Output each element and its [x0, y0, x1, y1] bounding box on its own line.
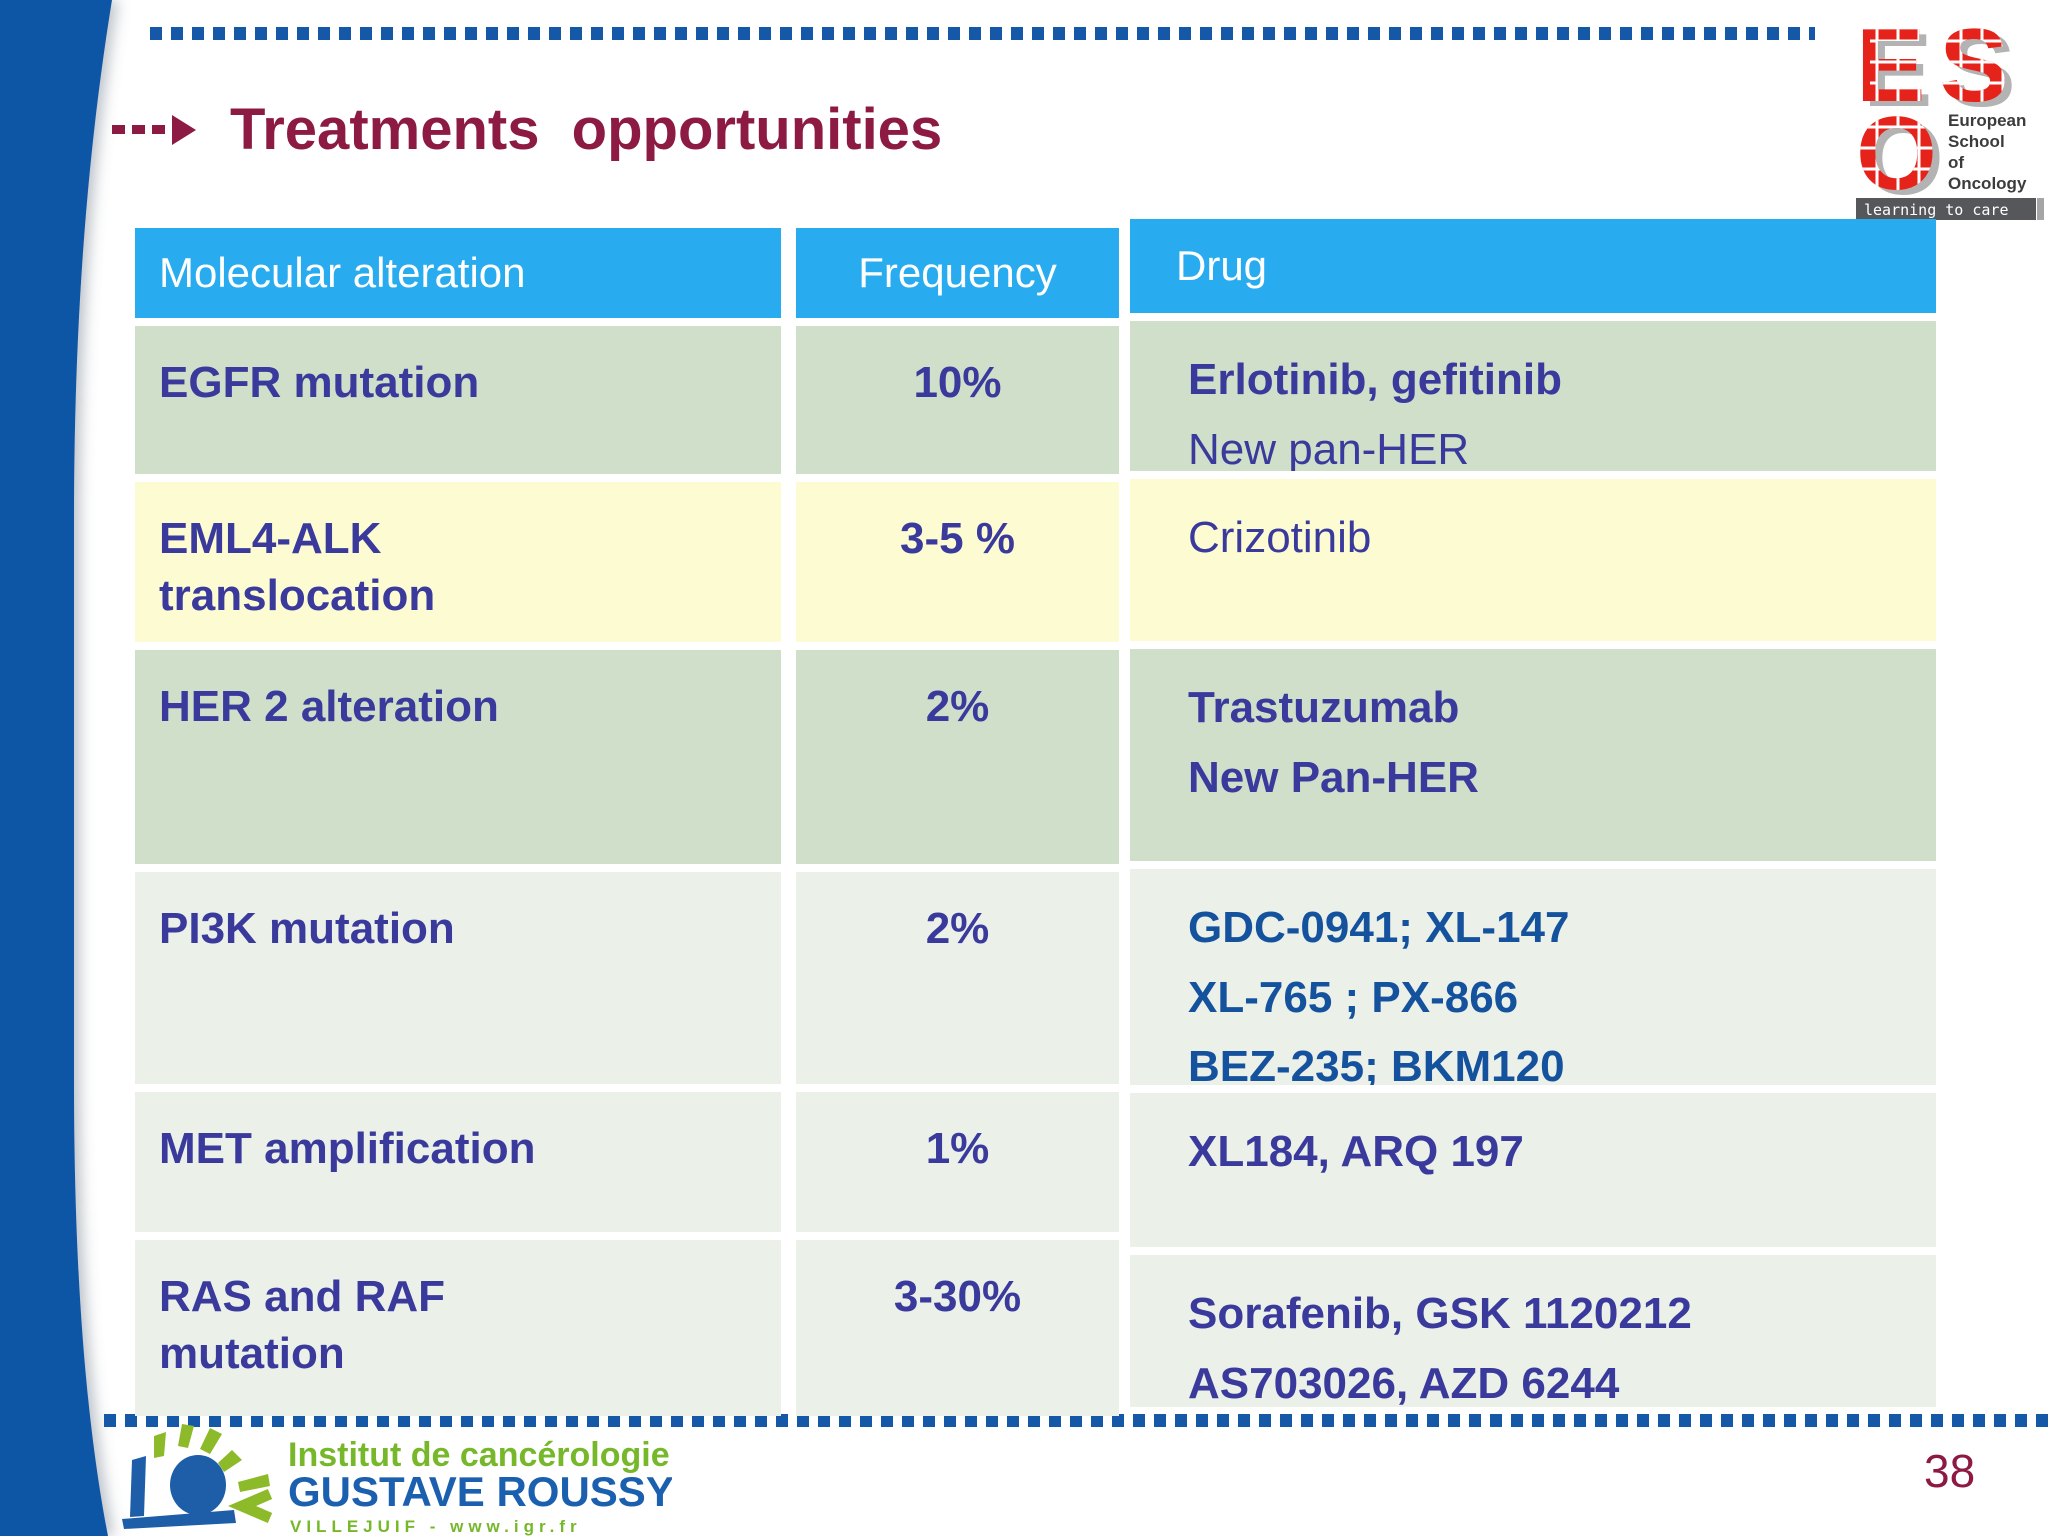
- alteration-frequency: 3-5 %: [796, 482, 1119, 642]
- gustave-roussy-logo: Institut de cancérologie GUSTAVE ROUSSY …: [122, 1424, 672, 1536]
- drug-name: BEZ-235; BKM120: [1188, 1042, 1565, 1085]
- table-row: Sorafenib, GSK 1120212 AS703026, AZD 624…: [1130, 1255, 1936, 1407]
- header-frequency: Frequency: [796, 228, 1119, 318]
- alteration-name: PI3K mutation: [159, 904, 455, 953]
- eso-tagline-banner: [1856, 198, 2036, 220]
- alteration-table-header-row: Molecular alteration Frequency: [135, 228, 1119, 318]
- drug-name: GDC-0941; XL-147: [1188, 903, 1570, 952]
- eso-letters-bottom: O: [1856, 96, 1937, 212]
- table-row: PI3K mutation 2%: [135, 872, 1119, 1084]
- header-molecular-alteration: Molecular alteration: [135, 228, 781, 318]
- eso-name-line1: European: [1948, 111, 2026, 130]
- eso-name-line2: School: [1948, 132, 2005, 151]
- alteration-name: EGFR mutation: [159, 358, 480, 407]
- drug-name: New pan-HER: [1188, 424, 1470, 471]
- eso-name-line3: of: [1948, 153, 1964, 172]
- drug-name: New Pan-HER: [1188, 752, 1479, 802]
- table-row: Erlotinib, gefitinib New pan-HER: [1130, 321, 1936, 471]
- eso-logo: ES O ES O ES O European School of O: [1856, 8, 2044, 220]
- left-blue-band: [0, 0, 112, 1536]
- alteration-name: MET amplification: [159, 1124, 536, 1173]
- drug-name: AS703026, AZD 6244: [1188, 1358, 1620, 1407]
- molecular-alteration-table: Molecular alteration Frequency EGFR muta…: [135, 228, 1119, 1424]
- dashed-arrow-icon: [112, 114, 196, 145]
- table-row: HER 2 alteration 2%: [135, 650, 1119, 864]
- drug-name: Sorafenib, GSK 1120212: [1188, 1289, 1692, 1338]
- drug-name: Crizotinib: [1188, 513, 1372, 562]
- drug-name: Erlotinib, gefitinib: [1188, 355, 1562, 404]
- gr-institute-line: Institut de cancérologie: [288, 1436, 670, 1474]
- page-number: 38: [1924, 1445, 1976, 1497]
- table-row: MET amplification 1%: [135, 1092, 1119, 1232]
- alteration-frequency: 3-30%: [796, 1240, 1119, 1416]
- page-title: Treatments opportunities: [230, 97, 943, 162]
- alteration-name: EML4-ALK translocation: [159, 514, 436, 621]
- bottom-dotted-divider: [104, 1414, 2048, 1427]
- drug-name: Trastuzumab: [1188, 683, 1460, 732]
- table-row: GDC-0941; XL-147 XL-765 ; PX-866 BEZ-235…: [1130, 869, 1936, 1085]
- alteration-frequency: 1%: [796, 1092, 1119, 1232]
- alteration-frequency: 2%: [796, 872, 1119, 1084]
- alteration-frequency: 10%: [796, 326, 1119, 474]
- eso-tagline: learning to care: [1864, 201, 2009, 219]
- alteration-name: RAS and RAF mutation: [159, 1272, 445, 1379]
- top-dotted-divider: [150, 27, 1815, 40]
- eso-name-line4: Oncology: [1948, 174, 2027, 193]
- drug-name: XL184, ARQ 197: [1188, 1127, 1524, 1176]
- table-row: XL184, ARQ 197: [1130, 1093, 1936, 1247]
- drug-name: XL-765 ; PX-866: [1188, 972, 1519, 1022]
- table-row: RAS and RAF mutation 3-30%: [135, 1240, 1119, 1416]
- drug-table: Drug Erlotinib, gefitinib New pan-HER Cr…: [1130, 219, 1936, 1415]
- table-row: EGFR mutation 10%: [135, 326, 1119, 474]
- alteration-frequency: 2%: [796, 650, 1119, 864]
- table-row: Trastuzumab New Pan-HER: [1130, 649, 1936, 861]
- table-row: EML4-ALK translocation 3-5 %: [135, 482, 1119, 642]
- alteration-name: HER 2 alteration: [159, 682, 499, 731]
- header-drug: Drug: [1130, 219, 1936, 313]
- gr-url-line: VILLEJUIF - www.igr.fr: [290, 1517, 582, 1536]
- title-row: Treatments opportunities: [112, 96, 942, 163]
- gr-name-line: GUSTAVE ROUSSY: [288, 1468, 672, 1515]
- drug-table-header-row: Drug: [1130, 219, 1936, 313]
- table-row: Crizotinib: [1130, 479, 1936, 641]
- gr-logo-mark: [122, 1424, 273, 1529]
